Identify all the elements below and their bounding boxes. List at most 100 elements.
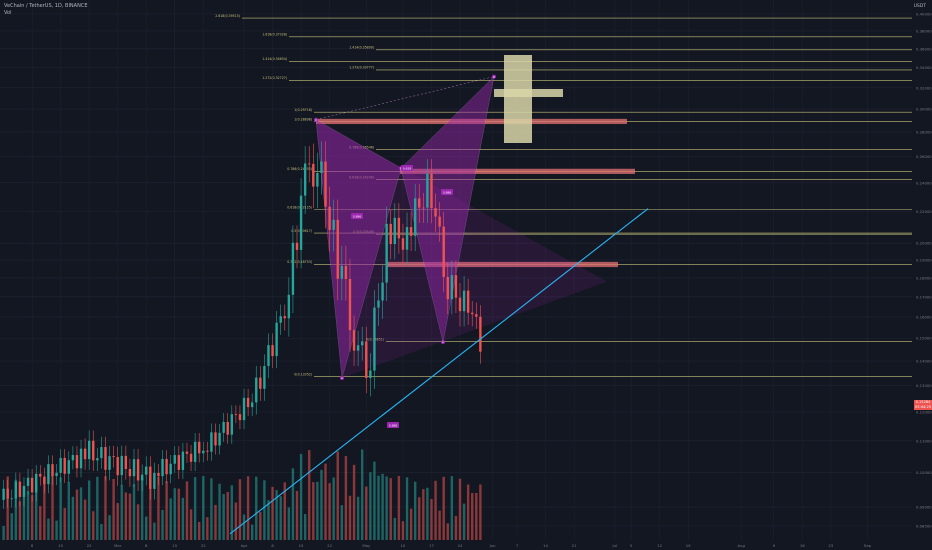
volume-bar — [336, 451, 339, 540]
volume-bar — [6, 476, 9, 540]
volume-bar — [471, 492, 474, 540]
candle-body — [356, 345, 360, 351]
volume-bar — [263, 480, 266, 540]
volume-bar — [206, 517, 209, 540]
candle-body — [202, 450, 205, 454]
volume-bar — [63, 508, 66, 540]
symbol-title[interactable]: VeChain / TetherUS, 1D, BINANCE — [4, 3, 88, 9]
candle-body — [475, 314, 478, 317]
volume-bar — [136, 504, 140, 540]
candle-body — [161, 458, 164, 477]
volume-bar — [267, 500, 270, 540]
candle-body — [295, 242, 299, 250]
fib-label: 2.618(0.39515) — [215, 14, 240, 18]
candle-body — [140, 474, 144, 481]
volume-bar — [295, 490, 299, 540]
candle-body — [218, 432, 221, 446]
time-tick-label: 21 — [572, 543, 577, 548]
last-price-value: 0.15284 — [915, 400, 931, 404]
volume-bar — [230, 485, 233, 540]
volume-bar — [344, 456, 348, 540]
volume-bar — [418, 497, 421, 540]
zone-box — [316, 118, 627, 125]
time-tick-label: 22 — [201, 543, 206, 548]
volume-bar — [108, 515, 111, 540]
volume-bar — [59, 477, 62, 540]
candle-body — [430, 173, 433, 209]
candle-body — [369, 370, 372, 378]
volume-bar — [173, 488, 176, 540]
candle-body — [267, 345, 270, 367]
volume-bar — [71, 496, 75, 540]
volume-bar — [320, 469, 323, 540]
volume-bar — [299, 453, 303, 540]
time-tick-label: 8 — [271, 543, 274, 548]
candle-body — [238, 414, 242, 421]
candle-body — [328, 206, 331, 230]
volume-bar — [165, 481, 168, 540]
candle-body — [466, 290, 470, 313]
ratio-badge-label: 0.886 — [443, 190, 452, 194]
volume-bar — [132, 484, 136, 540]
ratio-badge — [441, 189, 453, 195]
pattern-point — [441, 340, 445, 345]
candle-body — [242, 397, 246, 421]
candle-body — [336, 219, 339, 279]
candle-body — [299, 195, 303, 250]
candles — [2, 141, 482, 509]
candle-body — [55, 472, 58, 477]
volume-bar — [454, 515, 458, 540]
volume-bar — [246, 476, 250, 540]
price-tick-label: 0.12000 — [916, 410, 932, 415]
time-tick-label: 8 — [31, 543, 34, 548]
candle-body — [438, 216, 441, 227]
fib-levels: 2.618(0.39515) 1.618(0.37328) 1.414(0.3589… — [215, 14, 912, 378]
pattern-point — [492, 74, 496, 79]
volume-bar — [177, 488, 181, 540]
candle-body — [63, 457, 66, 474]
fib-label: 1.414(0.34654) — [262, 57, 287, 61]
time-tick-label: 10 — [401, 543, 406, 548]
volume-bar — [39, 506, 42, 540]
candle-body — [210, 432, 213, 452]
candle-body — [312, 163, 315, 187]
pattern-point-label: A — [341, 376, 343, 380]
pattern-xd — [315, 76, 495, 120]
candle-body — [401, 238, 405, 250]
candle-body — [206, 450, 209, 452]
volume-bar — [153, 522, 156, 540]
volume-bar — [193, 477, 197, 540]
volume-bar — [22, 486, 26, 540]
pattern-badges: 0.886 0.618 0.886 0.886 — [351, 165, 453, 428]
candle-body — [189, 453, 193, 462]
price-tick-label: 0.09000 — [916, 505, 932, 510]
volume-bar — [430, 498, 433, 540]
candle-body — [279, 316, 282, 323]
volume-bar — [157, 476, 160, 540]
candle-body — [255, 377, 258, 403]
candle-body — [291, 242, 295, 295]
time-tick-label: 9 — [773, 543, 776, 548]
volume-bar — [328, 483, 331, 540]
candle-body — [308, 163, 311, 165]
pattern-point-label: C — [442, 340, 444, 344]
volume-bar — [279, 496, 282, 540]
target-box-vertical — [504, 55, 532, 143]
volume-bar — [96, 476, 99, 540]
price-tick-label: 0.13000 — [916, 383, 932, 388]
candle-body — [426, 173, 429, 208]
price-tick-label: 0.36000 — [916, 46, 932, 51]
volume-bar — [393, 517, 396, 540]
price-tick-label: 0.26000 — [916, 154, 932, 159]
candle-body — [120, 455, 123, 476]
ratio-badge — [351, 213, 363, 219]
fib-label: 0.5(0.20549) — [353, 230, 374, 234]
volume-bar — [43, 477, 46, 540]
time-tick-label: Apr — [241, 543, 248, 548]
volume-bar — [316, 481, 319, 540]
price-axis: 0.40000 0.38000 0.36000 0.34000 0.32000 0.300… — [916, 12, 932, 529]
volume-bar — [234, 502, 238, 540]
time-tick-label: 7 — [516, 543, 519, 548]
candle-body — [214, 432, 217, 446]
